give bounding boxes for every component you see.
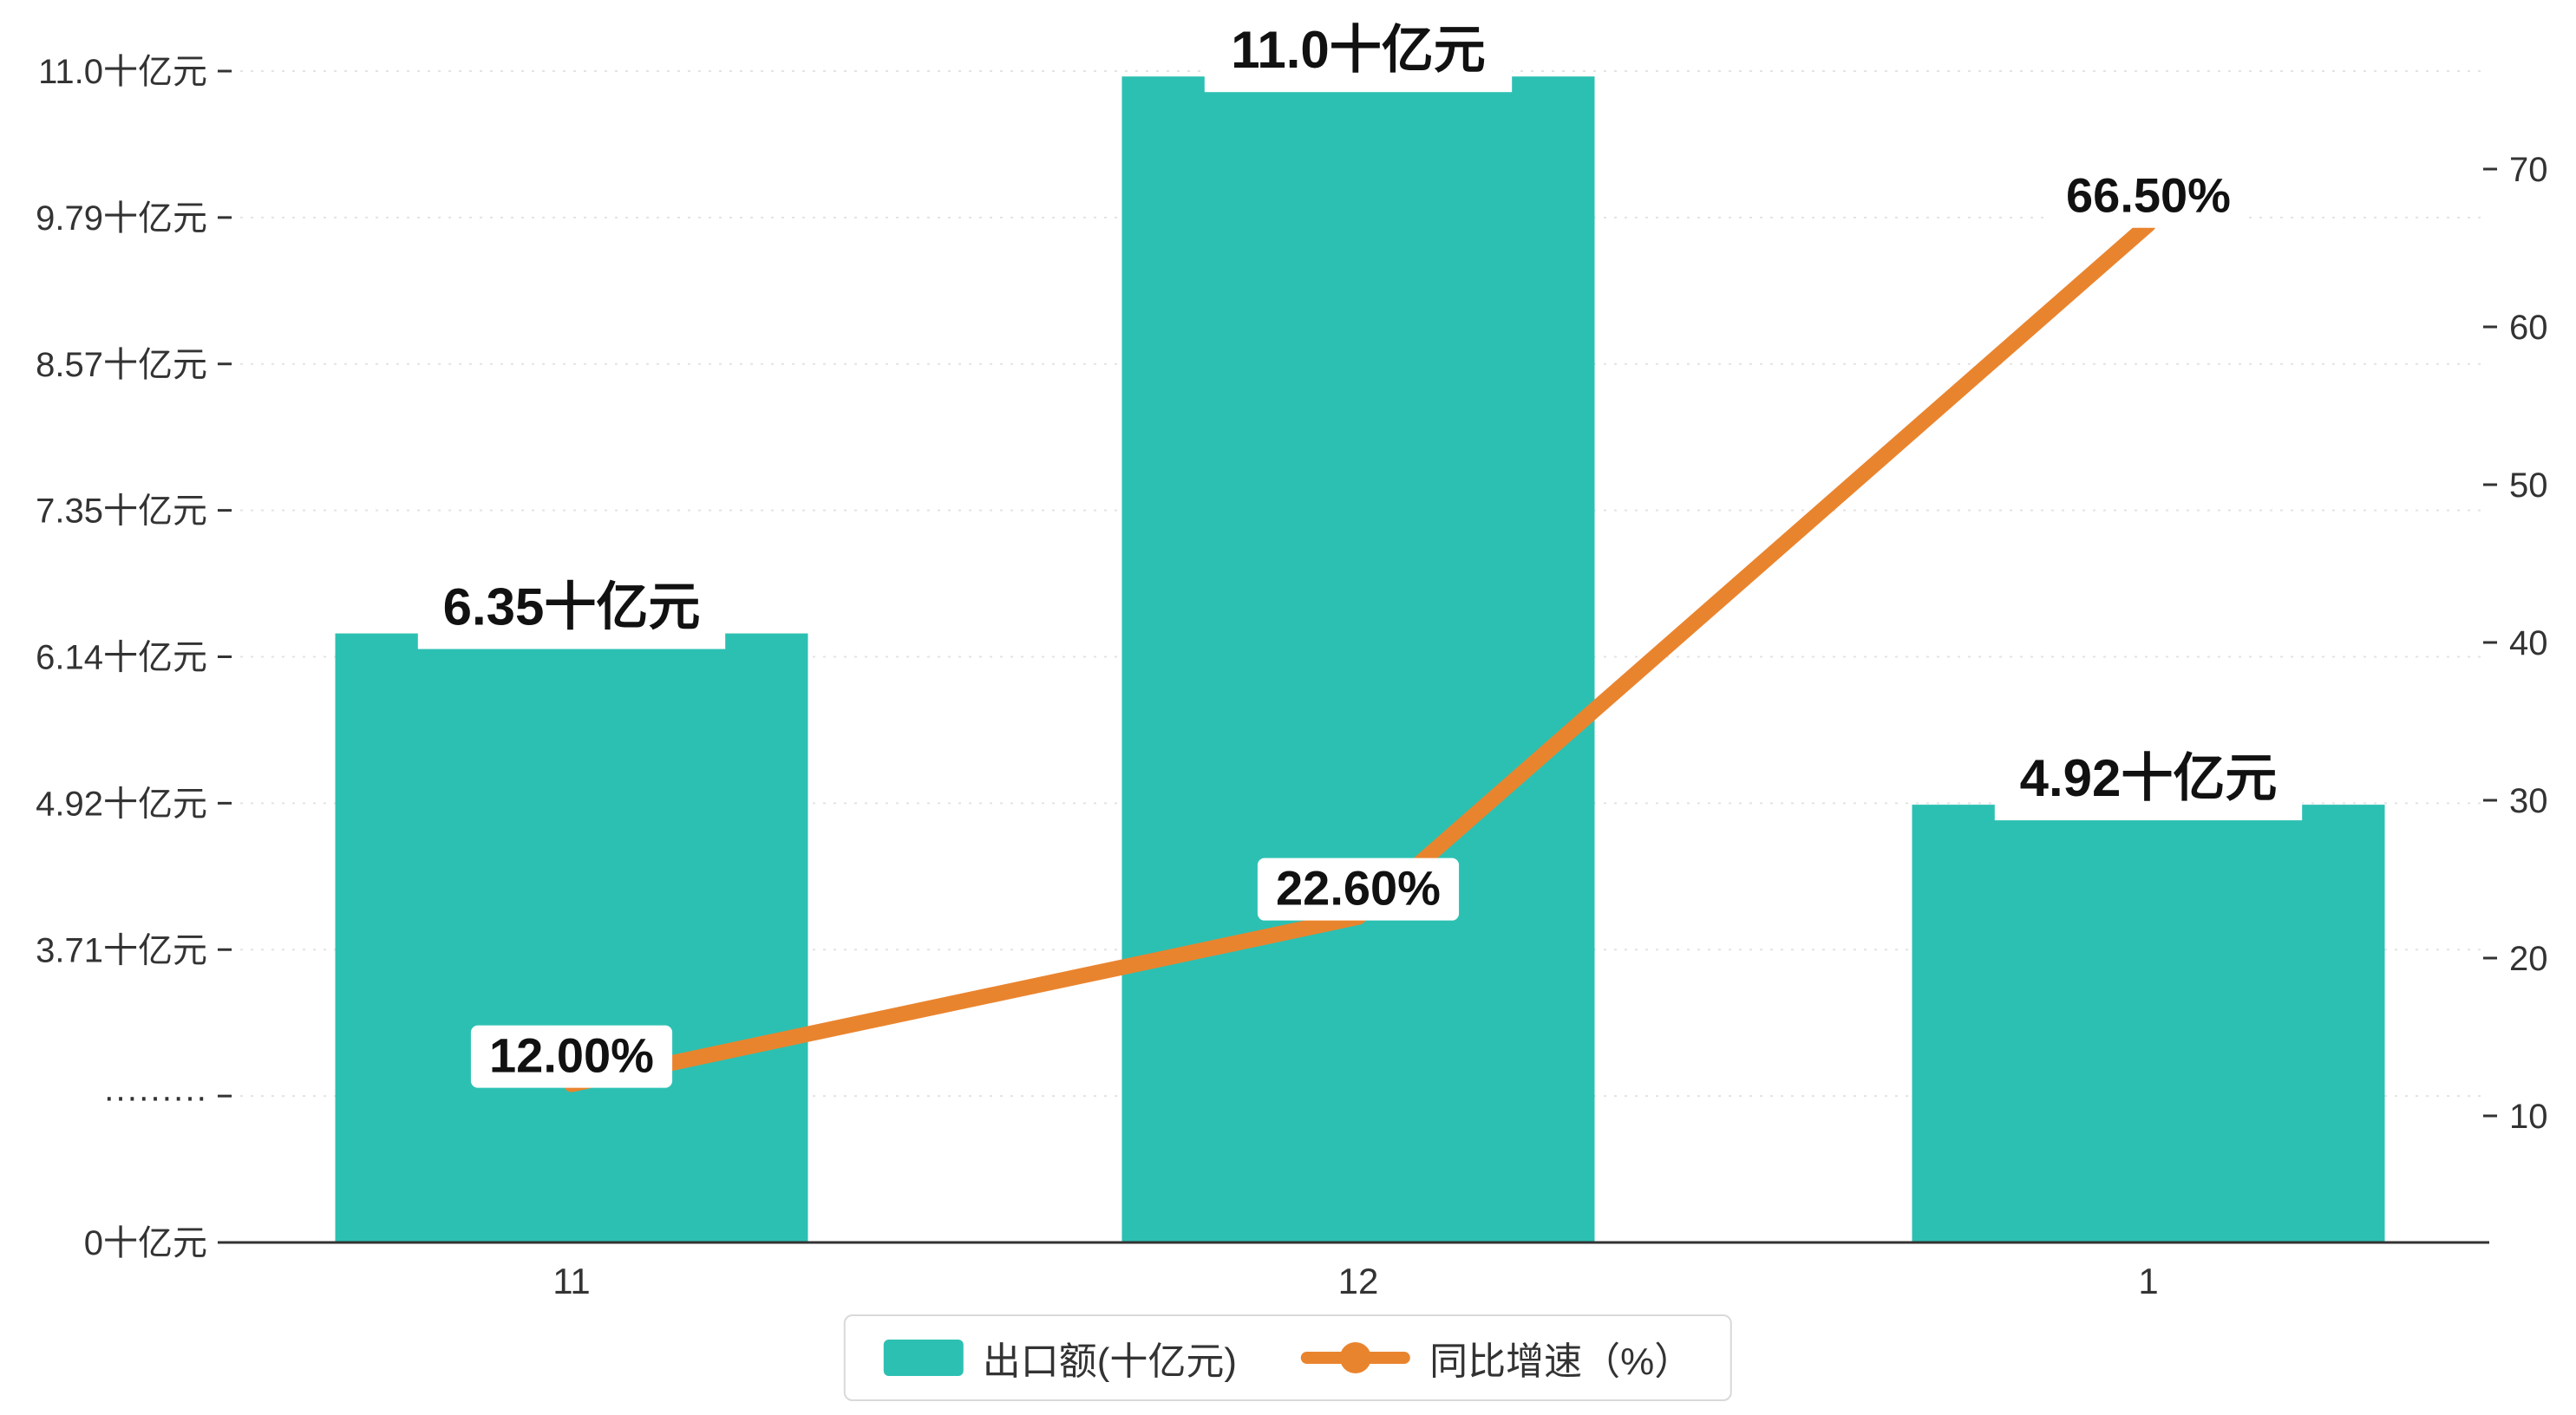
x-axis-category-label: 1 (2138, 1261, 2158, 1301)
bar-11 (335, 633, 808, 1242)
legend-bar-swatch (883, 1340, 964, 1376)
y-axis-right-tick-label: 40 (2509, 624, 2548, 662)
chart-legend: 出口额(十亿元) 同比增速（%） (843, 1314, 1733, 1401)
x-axis-category-label: 11 (552, 1261, 591, 1301)
y-axis-left-tick-label: 11.0十亿元 (38, 53, 207, 91)
bar-value-label: 11.0十亿元 (1231, 21, 1485, 79)
bar-12 (1121, 76, 1595, 1242)
y-axis-left-tick-label: 9.79十亿元 (36, 199, 207, 238)
line-point-label: 12.00% (489, 1028, 654, 1083)
y-axis-right-tick-label: 50 (2509, 466, 2548, 505)
bar-value-label: 6.35十亿元 (443, 578, 701, 636)
legend-label-yoy-growth: 同比增速（%） (1429, 1340, 1693, 1383)
y-axis-left-tick-label: 6.14十亿元 (36, 639, 207, 677)
line-point-label: 66.50% (2066, 168, 2231, 223)
y-axis-right-tick-label: 30 (2509, 782, 2548, 820)
legend-item-export-amount[interactable]: 出口额(十亿元) (883, 1330, 1238, 1386)
y-axis-right-tick-label: 10 (2509, 1098, 2548, 1136)
y-axis-left-tick-label: 4.92十亿元 (36, 785, 207, 823)
line-point-label: 22.60% (1276, 861, 1441, 916)
legend-line-swatch (1301, 1339, 1411, 1377)
bar-value-label-bg (1994, 747, 2303, 821)
y-axis-left-tick-label: 3.71十亿元 (36, 931, 207, 969)
y-axis-left-tick-label: 8.57十亿元 (36, 346, 207, 384)
legend-item-yoy-growth[interactable]: 同比增速（%） (1301, 1330, 1692, 1386)
x-axis-category-label: 12 (1338, 1261, 1379, 1301)
y-axis-left-tick-label: 7.35十亿元 (36, 492, 207, 531)
line-point-label-bg (1257, 857, 1460, 921)
line-point-label-bg (470, 1025, 673, 1088)
y-axis-right-tick-label: 70 (2509, 151, 2548, 189)
bar-value-label: 4.92十亿元 (2020, 749, 2278, 807)
bar-value-label-bg (417, 576, 726, 649)
y-axis-right-tick-label: 60 (2509, 309, 2548, 347)
y-axis-right-tick-label: 20 (2509, 940, 2548, 978)
y-axis-left-tick-label: 0十亿元 (84, 1224, 207, 1262)
legend-label-export-amount: 出口额(十亿元) (982, 1340, 1238, 1383)
bar-value-label-bg (1204, 19, 1513, 93)
bar-1 (1912, 805, 2385, 1242)
line-point-label-bg (2047, 165, 2250, 228)
legend-line-dot-icon (1340, 1342, 1372, 1373)
y-axis-left-tick-label: ········· (103, 1078, 207, 1116)
